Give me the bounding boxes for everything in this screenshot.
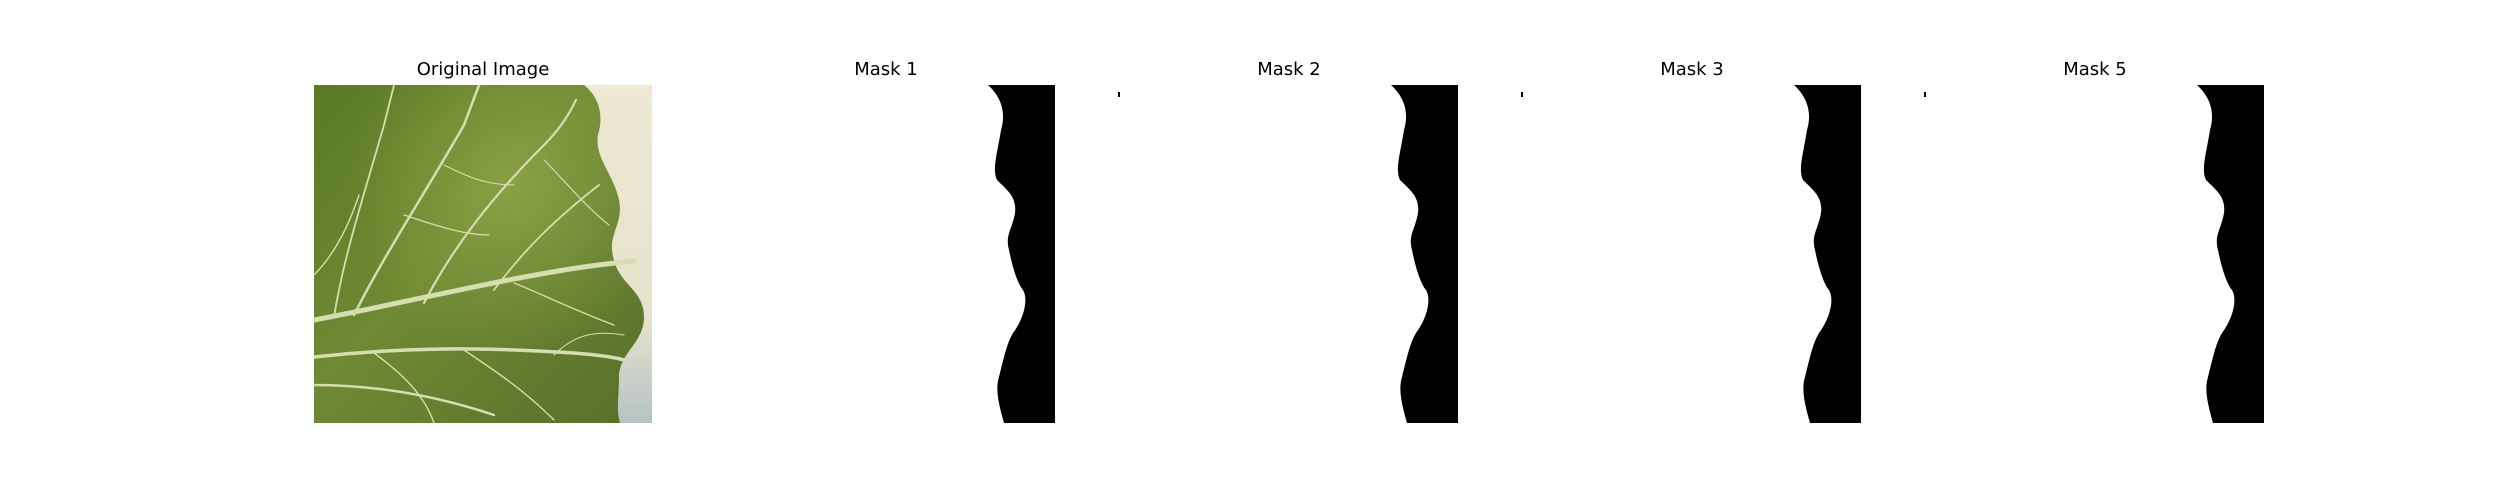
panel-original-image: Original Image	[314, 0, 652, 500]
mask-speck	[1924, 92, 1926, 97]
panel-title: Mask 1	[854, 59, 918, 80]
original-leaf-image	[314, 85, 652, 423]
panel-mask-3: Mask 3	[1523, 0, 1861, 500]
mask-region	[1391, 85, 1458, 423]
mask-speck	[1521, 92, 1523, 97]
mask-image	[1926, 85, 2264, 423]
mask-region	[2197, 85, 2264, 423]
panel-mask-1: Mask 1	[717, 0, 1055, 500]
panel-title: Mask 2	[1257, 59, 1321, 80]
panel-mask-5: Mask 5	[1926, 0, 2264, 500]
panel-mask-2: Mask 2	[1120, 0, 1458, 500]
mask-image	[717, 85, 1055, 423]
leaf-veins	[314, 85, 637, 423]
mask-region	[988, 85, 1055, 423]
panel-title: Original Image	[416, 59, 550, 80]
mask-region	[1794, 85, 1861, 423]
mask-speck	[1118, 92, 1120, 97]
panel-title: Mask 5	[2063, 59, 2127, 80]
mask-image	[1120, 85, 1458, 423]
panel-title: Mask 3	[1660, 59, 1724, 80]
mask-image	[1523, 85, 1861, 423]
